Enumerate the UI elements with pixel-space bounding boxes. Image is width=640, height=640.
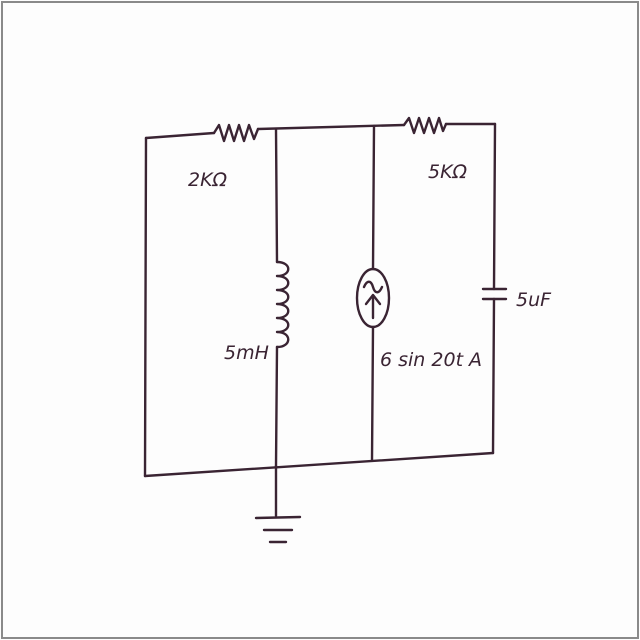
inductor-branch-upper-wire: [274, 127, 279, 264]
source-branch-upper-wire: [371, 124, 376, 271]
inductor-branch-lower-wire: [274, 345, 279, 468]
resistor-5k-symbol: [402, 116, 448, 135]
current-source-arrow-head: [364, 293, 382, 306]
inductor-label: 5mH: [224, 342, 269, 364]
current-source-sine: [362, 280, 384, 294]
ground-bar-1: [254, 515, 302, 520]
right-rail-lower-wire: [491, 297, 496, 455]
bottom-wire: [143, 451, 495, 478]
capacitor-label: 5uF: [516, 289, 552, 311]
resistor-2k-label: 2KΩ: [188, 169, 228, 191]
current-source-circle: [355, 267, 391, 329]
top-wire-middle: [256, 123, 406, 131]
resistor-5k-label: 5KΩ: [428, 161, 468, 183]
left-rail-wire: [143, 136, 148, 478]
source-branch-lower-wire: [370, 325, 375, 462]
ground-icon: [254, 515, 302, 544]
resistor-2k-symbol: [212, 123, 260, 143]
current-source-label: 6 sin 20t A: [380, 349, 482, 371]
right-rail-upper-wire: [492, 122, 497, 291]
top-wire-left: [144, 131, 216, 140]
inductor-symbol: [275, 260, 290, 349]
ac-current-source-icon: [355, 267, 391, 329]
